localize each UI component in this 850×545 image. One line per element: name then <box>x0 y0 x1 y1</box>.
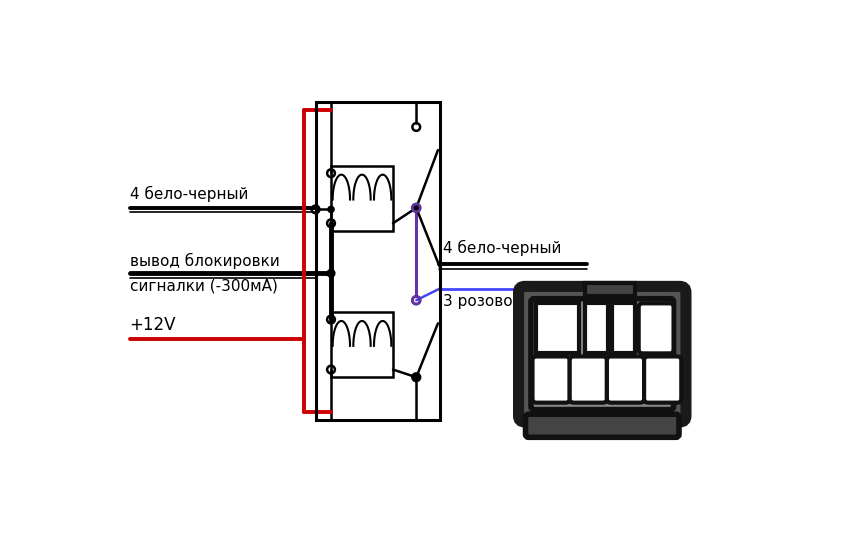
FancyBboxPatch shape <box>532 356 570 403</box>
FancyBboxPatch shape <box>525 414 679 437</box>
FancyBboxPatch shape <box>531 299 673 410</box>
Circle shape <box>327 269 335 277</box>
Bar <box>585 283 635 295</box>
Text: 3 розово-голубой: 3 розово-голубой <box>444 293 583 310</box>
Bar <box>611 304 635 353</box>
Circle shape <box>413 374 419 380</box>
Text: сигналки (-300мА): сигналки (-300мА) <box>129 278 277 294</box>
Bar <box>331 312 393 377</box>
Bar <box>331 166 393 231</box>
Text: вывод блокировки: вывод блокировки <box>129 252 280 269</box>
FancyBboxPatch shape <box>607 356 644 403</box>
Circle shape <box>328 207 334 213</box>
FancyBboxPatch shape <box>638 304 673 353</box>
Text: 4 бело-черный: 4 бело-черный <box>129 185 248 202</box>
FancyBboxPatch shape <box>570 356 607 403</box>
Text: 4 бело-черный: 4 бело-черный <box>444 240 562 256</box>
Circle shape <box>413 205 419 211</box>
Bar <box>536 304 579 353</box>
Bar <box>315 102 439 420</box>
FancyBboxPatch shape <box>518 286 686 422</box>
Text: +12V: +12V <box>129 316 176 334</box>
FancyBboxPatch shape <box>644 356 682 403</box>
Bar <box>585 304 609 353</box>
